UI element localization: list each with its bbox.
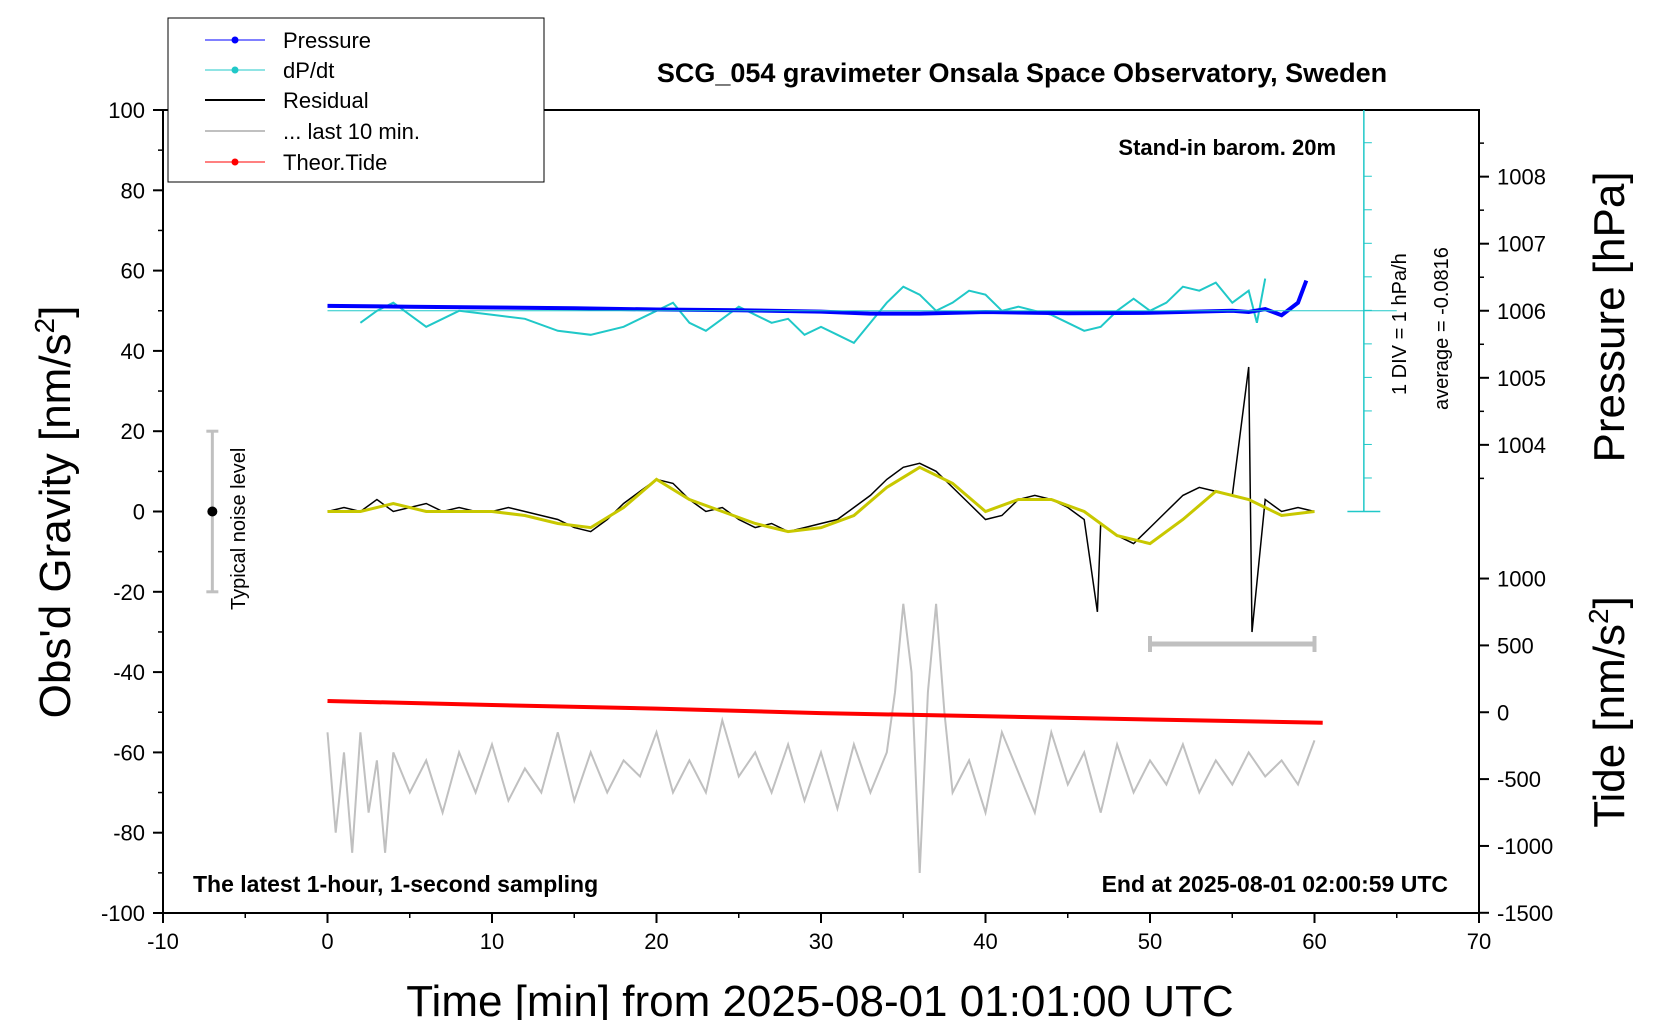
y-axis-title-tide-text: Tide [nm/s (1585, 624, 1634, 828)
x-tick-label-7: 60 (1302, 929, 1326, 954)
pressure-tick-label-2: 1006 (1497, 299, 1546, 324)
y-tick-label-2: -60 (113, 740, 145, 765)
legend-item-last10: ... last 10 min. (205, 119, 420, 144)
series-smooth-line (327, 465, 1315, 546)
chart-title: SCG_054 gravimeter Onsala Space Observat… (657, 58, 1387, 88)
series-tide-line (327, 699, 1323, 725)
legend-item-pressure: Pressure (205, 28, 371, 53)
legend-marker-tide (231, 158, 239, 166)
tide-tick-label-0: 1000 (1497, 567, 1546, 592)
y-tick-label-9: 80 (121, 178, 145, 203)
y-tick-label-5: 0 (133, 500, 145, 525)
y-tick-label-7: 40 (121, 339, 145, 364)
legend-label-pressure: Pressure (283, 28, 371, 53)
series-last10-line (326, 603, 1316, 873)
latest-note: The latest 1-hour, 1-second sampling (193, 871, 598, 897)
barometer-note: Stand-in barom. 20m (1118, 135, 1336, 160)
x-tick-label-3: 20 (644, 929, 668, 954)
x-tick-label-1: 0 (321, 929, 333, 954)
noise-bar-dot (207, 506, 218, 517)
y-axis-title-left-text: Obs'd Gravity [nm/s (31, 333, 80, 718)
x-tick-label-6: 50 (1138, 929, 1162, 954)
pressure-tick-label-0: 1004 (1497, 433, 1546, 458)
y-axis-title-pressure: Pressure [hPa] (1585, 171, 1634, 462)
series-layer (326, 278, 1323, 873)
y-tick-label-1: -80 (113, 821, 145, 846)
legend-item-dpdt: dP/dt (205, 58, 334, 83)
y-tick-label-0: -100 (101, 901, 145, 926)
y-tick-label-3: -40 (113, 660, 145, 685)
legend: Pressure dP/dt Residual ... last 10 min.… (167, 17, 545, 183)
pressure-tick-label-3: 1007 (1497, 232, 1546, 257)
x-tick-label-4: 30 (809, 929, 833, 954)
end-note: End at 2025-08-01 02:00:59 UTC (1102, 871, 1448, 897)
x-axis-title: Time [min] from 2025-08-01 01:01:00 UTC (406, 977, 1233, 1020)
legend-item-residual: Residual (205, 88, 369, 113)
legend-label-tide: Theor.Tide (283, 150, 387, 175)
tide-tick-label-4: -1000 (1497, 834, 1553, 859)
y-axis-title-left-sup: 2 (29, 318, 60, 334)
x-tick-label-5: 40 (973, 929, 997, 954)
legend-label-residual: Residual (283, 88, 369, 113)
x-tick-label-0: -10 (147, 929, 179, 954)
tide-tick-label-3: -500 (1497, 767, 1541, 792)
x-tick-label-2: 10 (480, 929, 504, 954)
axis-ticks: -10 0 10 20 30 40 50 60 70-100-80-60-40-20020406… (101, 98, 1553, 954)
y-axis-title-tide-sup: 2 (1583, 608, 1614, 624)
tide-tick-label-2: 0 (1497, 700, 1509, 725)
y-axis-title-tide-end: ] (1585, 596, 1634, 608)
y-tick-label-8: 60 (121, 259, 145, 284)
legend-label-last10: ... last 10 min. (283, 119, 420, 144)
decor-layer (206, 110, 1397, 652)
y-axis-title-left: Obs'd Gravity [nm/s2] (29, 306, 80, 719)
x-tick-label-8: 70 (1467, 929, 1491, 954)
pressure-tick-label-1: 1005 (1497, 366, 1546, 391)
legend-marker-dpdt (231, 66, 239, 74)
tide-tick-label-1: 500 (1497, 633, 1534, 658)
y-axis-title-left-end: ] (31, 306, 80, 318)
legend-label-dpdt: dP/dt (283, 58, 334, 83)
series-residual-line (327, 366, 1315, 633)
div-note: 1 DIV = 1 hPa/h (1389, 253, 1411, 395)
y-tick-label-10: 100 (108, 98, 145, 123)
y-tick-label-6: 20 (121, 419, 145, 444)
series-pressure-line (327, 279, 1309, 318)
tide-tick-label-5: -1500 (1497, 901, 1553, 926)
average-note: average = -0.0816 (1431, 247, 1453, 410)
y-axis-title-tide: Tide [nm/s2] (1583, 596, 1634, 828)
legend-item-tide: Theor.Tide (205, 150, 387, 175)
y-tick-label-4: -20 (113, 580, 145, 605)
noise-note: Typical noise level (228, 448, 250, 610)
pressure-tick-label-4: 1008 (1497, 165, 1546, 190)
legend-marker-pressure (231, 36, 239, 44)
